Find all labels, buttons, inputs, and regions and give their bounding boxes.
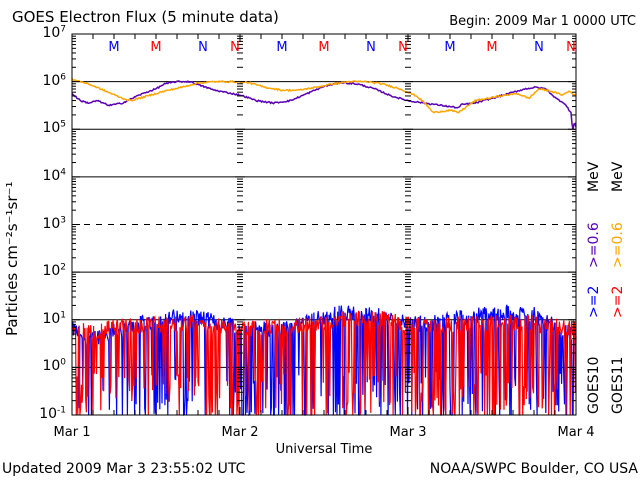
local-time-marker: M bbox=[150, 40, 161, 55]
y-tick-exponent: 0 bbox=[60, 357, 66, 368]
local-time-marker: N bbox=[230, 40, 240, 55]
local-time-marker: M bbox=[108, 40, 119, 55]
local-time-marker: N bbox=[534, 40, 544, 55]
legend-unit: MeV bbox=[610, 161, 626, 192]
local-time-marker: M bbox=[318, 40, 329, 55]
x-tick-label: Mar 1 bbox=[53, 425, 91, 440]
x-axis-label: Universal Time bbox=[275, 442, 373, 457]
y-tick-exponent: 2 bbox=[60, 262, 66, 273]
y-tick-base: 10 bbox=[42, 167, 61, 184]
y-tick-base: 10 bbox=[42, 25, 61, 41]
y-tick-base: 10 bbox=[39, 406, 58, 422]
y-tick-label: 104 bbox=[22, 168, 66, 184]
y-tick-base: 10 bbox=[42, 72, 61, 89]
x-tick-label: Mar 4 bbox=[557, 425, 595, 440]
y-tick-label: 100 bbox=[22, 358, 66, 374]
updated-timestamp: Updated 2009 Mar 3 23:55:02 UTC bbox=[2, 461, 246, 477]
series-line bbox=[71, 78, 577, 114]
legend-low-energy: >=2 bbox=[586, 285, 602, 318]
series-line bbox=[71, 80, 577, 130]
y-tick-base: 10 bbox=[42, 263, 61, 280]
local-time-marker: N bbox=[198, 40, 208, 55]
y-tick-exponent: 4 bbox=[60, 167, 66, 178]
y-tick-exponent: 1 bbox=[60, 310, 66, 321]
local-time-marker: M bbox=[486, 40, 497, 55]
series-layer bbox=[71, 78, 577, 417]
y-tick-label: 105 bbox=[22, 120, 66, 136]
frame-layer bbox=[71, 33, 577, 416]
legend-satellite: GOES10 bbox=[586, 356, 602, 414]
y-tick-exponent: 6 bbox=[60, 71, 66, 82]
legend-high-energy: >=0.6 bbox=[610, 222, 626, 268]
y-tick-label: 10-1 bbox=[22, 406, 66, 422]
local-time-marker: M bbox=[276, 40, 287, 55]
legend-unit: MeV bbox=[586, 161, 602, 192]
y-tick-base: 10 bbox=[42, 310, 61, 327]
y-tick-base: 10 bbox=[42, 215, 61, 232]
y-tick-base: 10 bbox=[42, 120, 61, 137]
credit-label: NOAA/SWPC Boulder, CO USA bbox=[429, 461, 638, 477]
local-time-marker: M bbox=[444, 40, 455, 55]
legend-high-energy: >=0.6 bbox=[586, 222, 602, 268]
y-tick-exponent: 7 bbox=[60, 24, 66, 35]
x-tick-label: Mar 3 bbox=[389, 425, 427, 440]
y-tick-label: 103 bbox=[22, 214, 66, 232]
local-time-marker: N bbox=[366, 40, 376, 55]
legend-low-energy: >=2 bbox=[610, 285, 626, 318]
y-tick-label: 107 bbox=[22, 25, 66, 41]
legend-satellite: GOES11 bbox=[610, 356, 626, 414]
x-tick-label: Mar 2 bbox=[221, 425, 259, 440]
local-time-marker: N bbox=[566, 40, 576, 55]
y-tick-base: 10 bbox=[42, 358, 61, 375]
y-tick-exponent: -1 bbox=[57, 405, 66, 416]
chart-title: GOES Electron Flux (5 minute data) bbox=[12, 8, 279, 26]
y-tick-exponent: 3 bbox=[60, 214, 66, 225]
begin-label: Begin: 2009 Mar 1 0000 UTC bbox=[449, 14, 636, 29]
y-tick-label: 102 bbox=[22, 263, 66, 279]
y-tick-exponent: 5 bbox=[60, 119, 66, 130]
series-line bbox=[71, 310, 577, 416]
y-tick-label: 101 bbox=[22, 311, 66, 327]
y-axis-label: Particles cm⁻²s⁻¹sr⁻¹ bbox=[3, 181, 21, 336]
y-tick-label: 106 bbox=[22, 71, 66, 89]
local-time-marker: N bbox=[398, 40, 408, 55]
